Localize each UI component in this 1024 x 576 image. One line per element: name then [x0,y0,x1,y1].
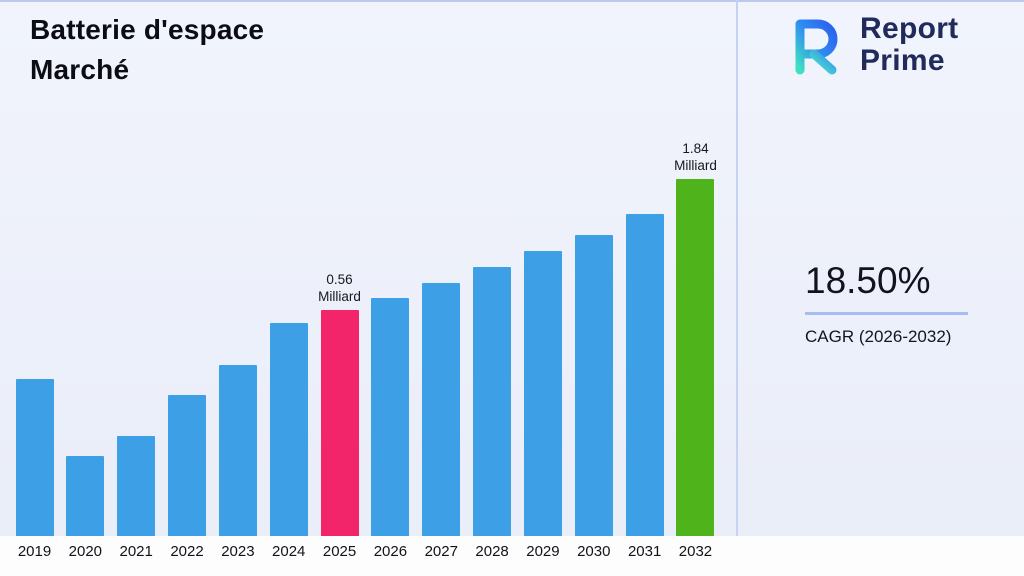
axis-label-2028: 2028 [475,543,509,560]
bar-label-2032: 1.84 Milliard [674,141,717,173]
bar-slot-2021 [114,140,159,536]
report-prime-logo-text: Report Prime [860,13,958,77]
bar-slot-2029 [520,140,565,536]
page-title: Batterie d'espace Marché [30,10,264,90]
bar-2030 [574,235,613,536]
bar-2026 [371,298,410,536]
bar-2023 [218,365,257,536]
bar-slot-2028 [470,140,515,536]
axis-label-2032: 2032 [678,543,713,560]
bar-slot-2025: 0.56 Milliard [317,140,362,536]
bar-slot-2023 [215,140,260,536]
axis-label-2029: 2029 [526,543,560,560]
axis-label-2031: 2031 [627,543,662,560]
x-axis-labels: 2019 2020 2021 2022 2023 2024 2025 2026 2027 2028… [12,543,718,560]
bar-2024 [269,323,308,536]
bar-label-2025: 0.56 Milliard [318,272,361,304]
bar-slot-2020 [63,140,108,536]
logo-text-prime: Prime [860,44,945,77]
page-title-line2: Marché [30,54,130,85]
axis-label-2030: 2030 [577,543,611,560]
bar-slot-2026 [368,140,413,536]
vertical-divider [736,0,738,576]
axis-label-2024: 2024 [272,543,306,560]
bar-group: 0.56 Milliard 1.84 Milliard [12,140,718,536]
bar-2032 [676,179,715,536]
bar-2019 [15,379,54,536]
cagr-value: 18.50% [805,260,931,301]
axis-label-2023: 2023 [221,543,255,560]
bar-slot-2031 [622,140,667,536]
bar-2025 [320,310,359,536]
cagr-label: CAGR (2026-2032) [805,327,952,346]
x-axis-strip [0,536,1024,576]
bar-2031 [625,214,664,536]
page-title-line1: Batterie d'espace [30,14,265,45]
bar-slot-2022 [165,140,210,536]
axis-label-2027: 2027 [424,543,458,560]
bar-2028 [473,267,512,536]
report-prime-logo: Report Prime [778,12,958,78]
bar-slot-2024 [266,140,311,536]
bar-slot-2030 [571,140,616,536]
bar-slot-2027 [419,140,464,536]
logo-text-report: Report [860,12,959,45]
bar-slot-2032: 1.84 Milliard [673,140,718,536]
cagr-underline [805,312,968,315]
bar-2020 [66,456,105,536]
bar-2027 [422,283,461,536]
bar-slot-2019 [12,140,57,536]
axis-label-2026: 2026 [373,543,408,560]
bar-2022 [168,395,207,536]
report-prime-logo-icon [795,19,838,75]
bar-2029 [523,251,562,536]
cagr-panel: 18.50% CAGR (2026-2032) [805,260,968,347]
bar-2021 [117,436,156,536]
top-border [0,0,1024,2]
axis-label-2020: 2020 [68,543,103,560]
axis-label-2019: 2019 [17,543,52,560]
axis-label-2022: 2022 [170,543,204,560]
axis-label-2021: 2021 [119,543,153,560]
axis-label-2025: 2025 [322,543,357,560]
